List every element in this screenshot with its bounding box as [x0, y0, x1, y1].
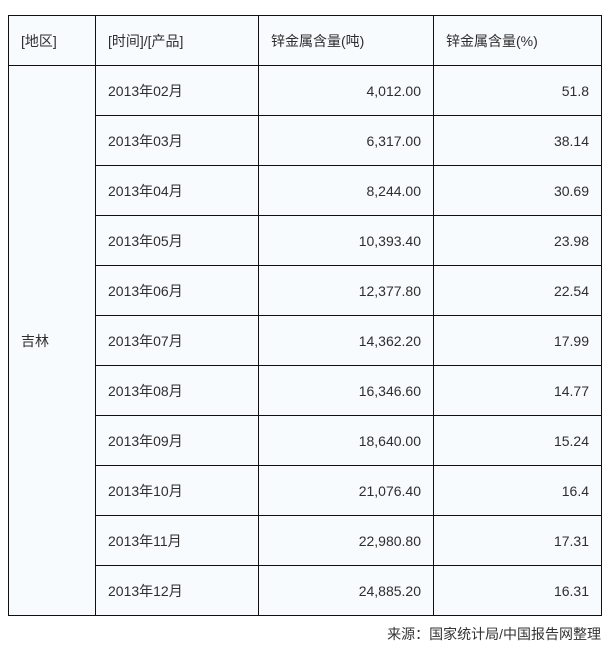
- header-row: [地区] [时间]/[产品] 锌金属含量(吨) 锌金属含量(%): [8, 15, 602, 66]
- tons-cell: 22,980.80: [258, 515, 434, 566]
- pct-cell: 38.14: [433, 115, 602, 166]
- tons-cell: 8,244.00: [258, 165, 434, 216]
- region-cell: 吉林: [8, 65, 96, 616]
- table-row: 2013年05月 10,393.40 23.98: [9, 215, 602, 266]
- period-cell: 2013年02月: [95, 65, 259, 116]
- period-cell: 2013年06月: [95, 265, 259, 316]
- tons-cell: 16,346.60: [258, 365, 434, 416]
- table-row: 2013年04月 8,244.00 30.69: [9, 165, 602, 216]
- pct-cell: 17.31: [433, 515, 602, 566]
- table-row: 2013年12月 24,885.20 16.31: [9, 565, 602, 616]
- header-pct: 锌金属含量(%): [433, 15, 602, 66]
- tons-cell: 6,317.00: [258, 115, 434, 166]
- period-cell: 2013年10月: [95, 465, 259, 516]
- period-cell: 2013年04月: [95, 165, 259, 216]
- period-cell: 2013年11月: [95, 515, 259, 566]
- pct-cell: 14.77: [433, 365, 602, 416]
- tons-cell: 14,362.20: [258, 315, 434, 366]
- period-cell: 2013年07月: [95, 315, 259, 366]
- data-table-container: [地区] [时间]/[产品] 锌金属含量(吨) 锌金属含量(%) 吉林 2013…: [8, 15, 602, 616]
- header-region: [地区]: [8, 15, 96, 66]
- pct-cell: 22.54: [433, 265, 602, 316]
- period-cell: 2013年05月: [95, 215, 259, 266]
- pct-cell: 16.31: [433, 565, 602, 616]
- pct-cell: 23.98: [433, 215, 602, 266]
- source-attribution: 来源：国家统计局/中国报告网整理: [387, 626, 601, 642]
- table-row: 2013年03月 6,317.00 38.14: [9, 115, 602, 166]
- period-cell: 2013年09月: [95, 415, 259, 466]
- header-period: [时间]/[产品]: [95, 15, 259, 66]
- tons-cell: 10,393.40: [258, 215, 434, 266]
- header-tons: 锌金属含量(吨): [258, 15, 434, 66]
- pct-cell: 16.4: [433, 465, 602, 516]
- table-row: 2013年08月 16,346.60 14.77: [9, 365, 602, 416]
- table-row: 2013年07月 14,362.20 17.99: [9, 315, 602, 366]
- pct-cell: 15.24: [433, 415, 602, 466]
- table-row: 2013年11月 22,980.80 17.31: [9, 515, 602, 566]
- tons-cell: 12,377.80: [258, 265, 434, 316]
- tons-cell: 21,076.40: [258, 465, 434, 516]
- tons-cell: 18,640.00: [258, 415, 434, 466]
- zinc-content-table: [地区] [时间]/[产品] 锌金属含量(吨) 锌金属含量(%) 吉林 2013…: [8, 15, 602, 616]
- tons-cell: 4,012.00: [258, 65, 434, 116]
- period-cell: 2013年08月: [95, 365, 259, 416]
- table-row: 2013年10月 21,076.40 16.4: [9, 465, 602, 516]
- table-row: 2013年06月 12,377.80 22.54: [9, 265, 602, 316]
- period-cell: 2013年03月: [95, 115, 259, 166]
- pct-cell: 17.99: [433, 315, 602, 366]
- tons-cell: 24,885.20: [258, 565, 434, 616]
- table-row: 2013年09月 18,640.00 15.24: [9, 415, 602, 466]
- table-row: 吉林 2013年02月 4,012.00 51.8: [8, 65, 602, 616]
- pct-cell: 30.69: [433, 165, 602, 216]
- pct-cell: 51.8: [433, 65, 602, 116]
- period-cell: 2013年12月: [95, 565, 259, 616]
